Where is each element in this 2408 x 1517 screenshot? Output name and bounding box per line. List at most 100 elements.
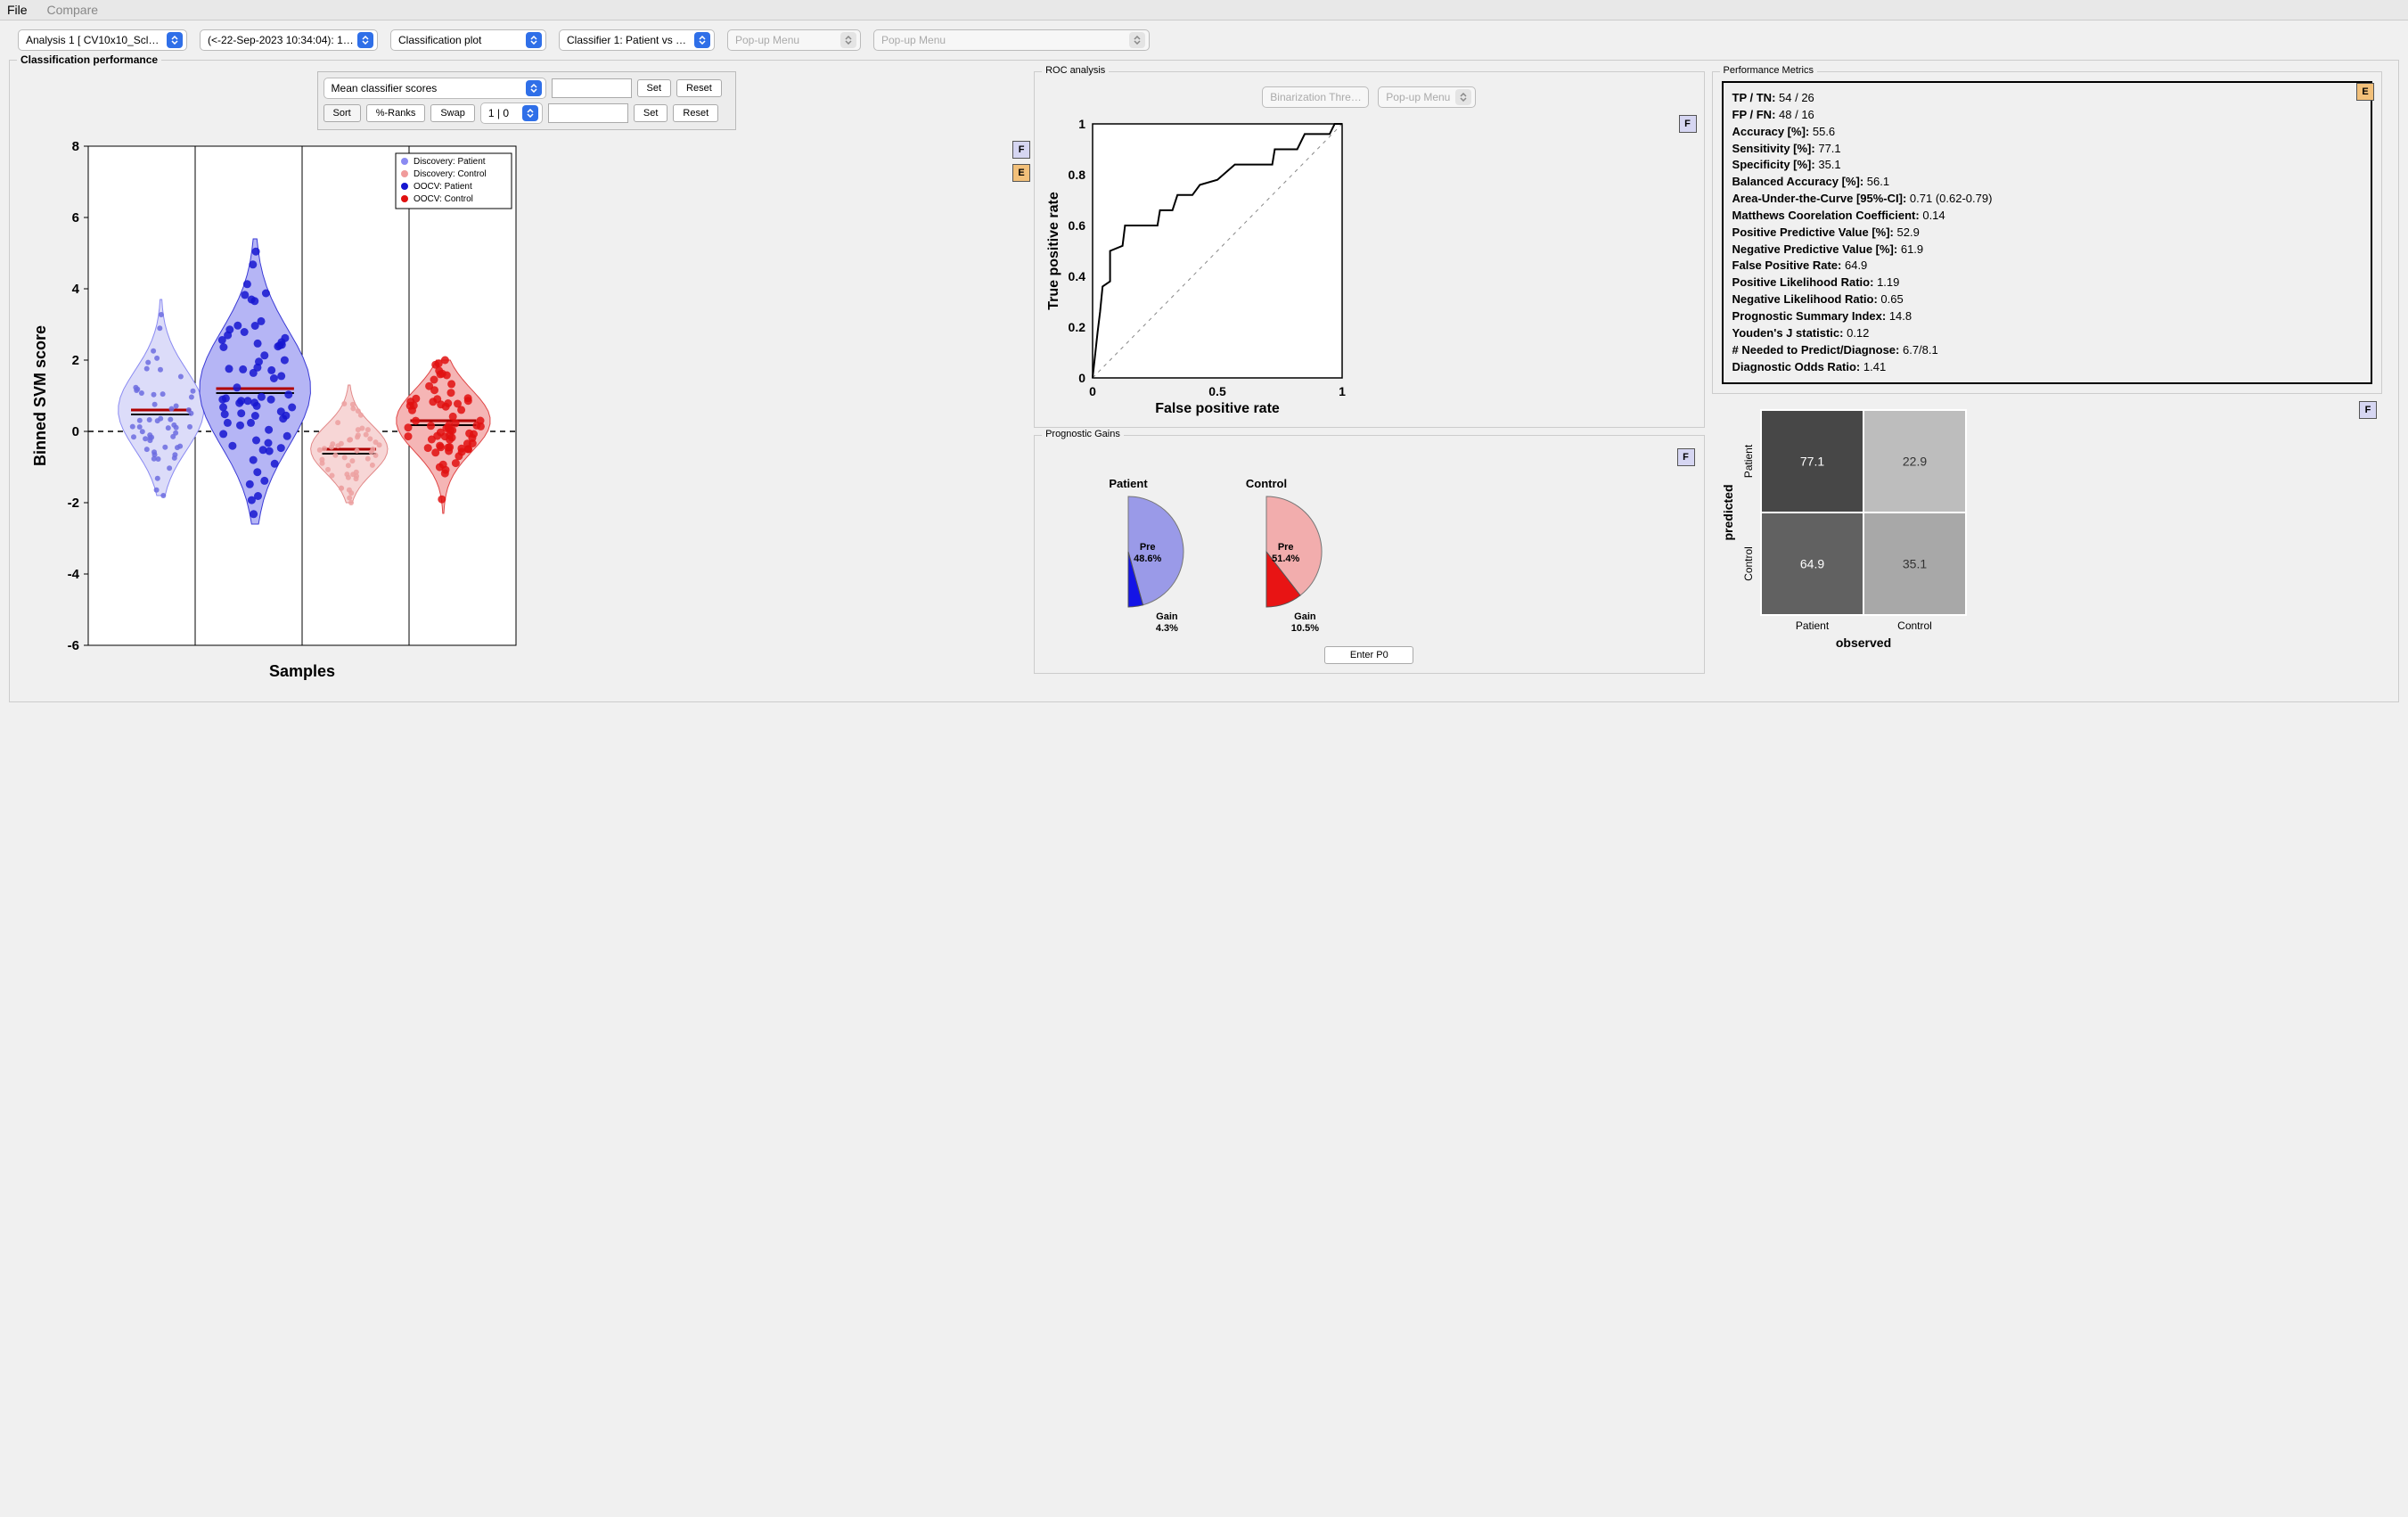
reset-button-1[interactable]: Reset <box>676 79 722 97</box>
svg-text:51.4%: 51.4% <box>1272 554 1299 564</box>
svg-text:35.1: 35.1 <box>1902 557 1926 571</box>
classification-performance-legend: Classification performance <box>17 53 161 66</box>
menu-file[interactable]: File <box>7 3 28 17</box>
prognostic-panel: Prognostic Gains F PatientPre48.6%Gain4.… <box>1034 435 1704 674</box>
controls-box: Mean classifier scores Set Reset Sort %-… <box>317 71 736 130</box>
chevron-updown-icon <box>840 32 856 48</box>
svg-text:Discovery: Patient: Discovery: Patient <box>414 157 486 167</box>
chevron-updown-icon <box>167 32 183 48</box>
svg-text:8: 8 <box>72 139 79 154</box>
top-toolbar: Analysis 1 [ CV10x10_SclRegre... (<-22-S… <box>0 20 2408 60</box>
e-badge-metrics[interactable]: E <box>2356 83 2374 101</box>
score-dropdown-text: Mean classifier scores <box>332 82 522 94</box>
svg-text:0: 0 <box>1078 371 1085 385</box>
timestamp-dropdown[interactable]: (<-22-Sep-2023 10:34:04): 145 c... <box>200 29 378 51</box>
menu-compare[interactable]: Compare <box>46 3 98 17</box>
threshold-input-2[interactable] <box>548 103 628 123</box>
popup1-dropdown-text: Pop-up Menu <box>735 34 837 46</box>
svg-text:Pre: Pre <box>1140 542 1156 553</box>
chevron-updown-icon <box>1455 89 1471 105</box>
popup2-dropdown-text: Pop-up Menu <box>881 34 1126 46</box>
set-button-2[interactable]: Set <box>634 104 668 122</box>
svg-text:6: 6 <box>72 210 79 226</box>
analysis-dropdown[interactable]: Analysis 1 [ CV10x10_SclRegre... <box>18 29 187 51</box>
svg-text:77.1: 77.1 <box>1799 455 1823 469</box>
svg-text:True positive rate: True positive rate <box>1046 192 1061 310</box>
timestamp-dropdown-text: (<-22-Sep-2023 10:34:04): 145 c... <box>208 34 354 46</box>
svg-text:Discovery: Control: Discovery: Control <box>414 169 487 179</box>
f-badge-violin[interactable]: F <box>1012 141 1030 159</box>
roc-popup-dropdown[interactable]: Pop-up Menu <box>1378 86 1476 108</box>
sort-button[interactable]: Sort <box>324 104 361 122</box>
metrics-box: TP / TN: 54 / 26FP / FN: 48 / 16Accuracy… <box>1722 81 2372 384</box>
svg-text:0.6: 0.6 <box>1069 218 1086 233</box>
chevron-updown-icon <box>694 32 710 48</box>
chevron-updown-icon <box>357 32 373 48</box>
svg-text:Binned SVM score: Binned SVM score <box>31 325 49 466</box>
threshold-input-1[interactable] <box>552 78 632 98</box>
confusion-matrix: 77.122.964.935.1PatientControlpredictedP… <box>1712 401 2028 668</box>
svg-text:Gain: Gain <box>1156 611 1178 622</box>
set-button-1[interactable]: Set <box>637 79 672 97</box>
svg-text:Control: Control <box>1246 477 1287 490</box>
bin-thresh-dropdown[interactable]: Binarization Threshold <box>1262 86 1369 108</box>
svg-text:Samples: Samples <box>269 662 335 680</box>
svg-text:22.9: 22.9 <box>1902 455 1926 469</box>
svg-text:0.2: 0.2 <box>1069 320 1086 334</box>
svg-text:4.3%: 4.3% <box>1156 623 1178 634</box>
svg-text:0.5: 0.5 <box>1208 384 1226 398</box>
svg-text:1: 1 <box>1078 117 1085 131</box>
roc-chart: 00.5100.20.40.60.81False positive rateTr… <box>1044 115 1356 418</box>
svg-text:-2: -2 <box>68 496 79 511</box>
classifier-dropdown-text: Classifier 1: Patient vs Control <box>567 34 691 46</box>
svg-text:Control: Control <box>1897 619 1932 632</box>
svg-text:0: 0 <box>1089 384 1096 398</box>
roc-panel-legend: ROC analysis <box>1042 65 1109 76</box>
reset-button-2[interactable]: Reset <box>673 104 718 122</box>
svg-text:-6: -6 <box>68 638 79 653</box>
violin-chart-wrapper: F E -6-4-202468Binned SVM scoreSamplesDi… <box>26 137 1027 685</box>
swap-button[interactable]: Swap <box>430 104 475 122</box>
plottype-dropdown[interactable]: Classification plot <box>390 29 546 51</box>
prognostic-panel-legend: Prognostic Gains <box>1042 429 1124 439</box>
f-badge-prog[interactable]: F <box>1677 448 1695 466</box>
onezero-dropdown-text: 1 | 0 <box>488 107 519 119</box>
enter-p0-button[interactable]: Enter P0 <box>1324 646 1413 664</box>
metrics-panel: Performance Metrics E TP / TN: 54 / 26FP… <box>1712 71 2382 394</box>
f-badge-confusion[interactable]: F <box>2359 401 2377 419</box>
svg-text:False positive rate: False positive rate <box>1155 401 1280 416</box>
svg-text:predicted: predicted <box>1721 485 1735 541</box>
confusion-wrapper: F 77.1 22.9 64.9 35.1 Patient Control predicte… <box>1712 401 2382 668</box>
svg-text:Patient: Patient <box>1795 619 1829 632</box>
prognostic-pies: PatientPre48.6%Gain4.3%ControlPre51.4%Ga… <box>1044 445 1356 641</box>
roc-panel: ROC analysis Binarization Threshold Pop-… <box>1034 71 1704 428</box>
svg-text:Gain: Gain <box>1294 611 1316 622</box>
svg-text:OOCV: Patient: OOCV: Patient <box>414 182 472 192</box>
svg-text:OOCV: Control: OOCV: Control <box>414 194 473 204</box>
svg-text:64.9: 64.9 <box>1799 557 1823 571</box>
violin-chart: -6-4-202468Binned SVM scoreSamplesDiscov… <box>26 137 534 685</box>
svg-text:Patient: Patient <box>1109 477 1148 490</box>
popup1-dropdown[interactable]: Pop-up Menu <box>727 29 861 51</box>
chevron-updown-icon <box>522 105 538 121</box>
middle-column: ROC analysis Binarization Threshold Pop-… <box>1034 71 1704 685</box>
svg-text:0.8: 0.8 <box>1069 168 1086 182</box>
classifier-dropdown[interactable]: Classifier 1: Patient vs Control <box>559 29 715 51</box>
onezero-dropdown[interactable]: 1 | 0 <box>480 102 543 124</box>
svg-text:2: 2 <box>72 353 79 368</box>
score-dropdown[interactable]: Mean classifier scores <box>324 78 546 99</box>
e-badge-violin[interactable]: E <box>1012 164 1030 182</box>
f-badge-roc[interactable]: F <box>1679 115 1697 133</box>
chevron-updown-icon <box>526 80 542 96</box>
menubar: File Compare <box>0 0 2408 20</box>
svg-text:48.6%: 48.6% <box>1134 554 1161 564</box>
svg-text:-4: -4 <box>68 567 80 582</box>
analysis-dropdown-text: Analysis 1 [ CV10x10_SclRegre... <box>26 34 163 46</box>
svg-text:observed: observed <box>1835 636 1890 650</box>
popup2-dropdown[interactable]: Pop-up Menu <box>873 29 1150 51</box>
ranks-button[interactable]: %-Ranks <box>366 104 426 122</box>
bin-thresh-text: Binarization Threshold <box>1270 91 1364 103</box>
svg-text:Control: Control <box>1742 547 1755 582</box>
svg-text:1: 1 <box>1339 384 1346 398</box>
roc-popup-text: Pop-up Menu <box>1386 91 1452 103</box>
